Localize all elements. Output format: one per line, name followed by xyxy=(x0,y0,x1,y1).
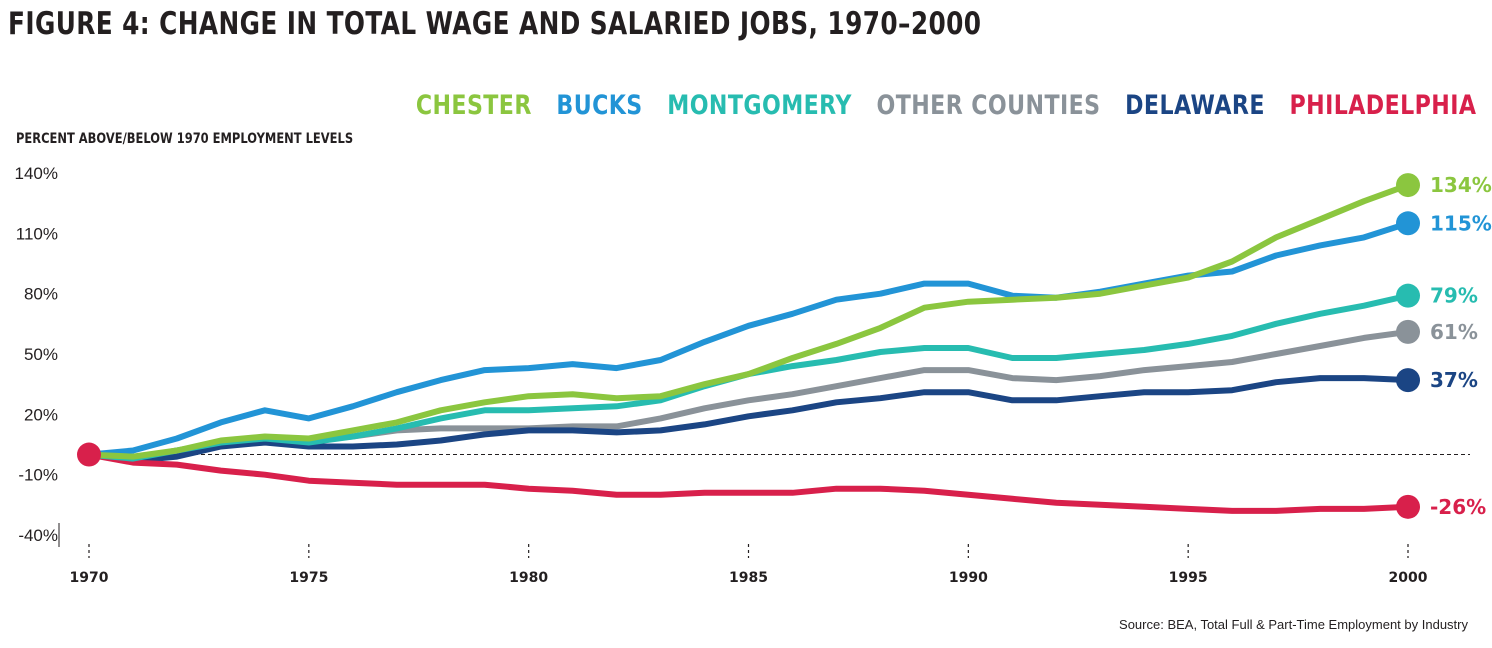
legend-item-delaware: DELAWARE xyxy=(1124,90,1265,121)
y-tick-label: -10% xyxy=(18,466,58,485)
legend-item-bucks: BUCKS xyxy=(555,90,643,121)
end-label-montgomery: 79% xyxy=(1430,284,1478,308)
legend-item-montgomery: MONTGOMERY xyxy=(666,90,852,121)
y-tick-label: -40% xyxy=(18,526,58,545)
source-note: Source: BEA, Total Full & Part-Time Empl… xyxy=(1119,617,1468,632)
y-tick-label: 20% xyxy=(24,405,58,424)
legend-item-philadelphia: PHILADELPHIA xyxy=(1289,90,1476,121)
series-line-chester xyxy=(86,182,1411,460)
series-line-delaware xyxy=(86,375,1411,464)
y-tick-label: 80% xyxy=(24,285,58,304)
end-marker-bucks xyxy=(1396,211,1420,236)
end-label-delaware: 37% xyxy=(1430,368,1478,392)
y-tick-label: 110% xyxy=(16,224,58,243)
end-marker-philadelphia xyxy=(1396,494,1420,519)
series-lines xyxy=(86,182,1411,514)
x-axis: 1970 1975 1980 1985 1990 1995 2000 xyxy=(70,544,1428,586)
x-tick-label: 1975 xyxy=(289,570,328,586)
end-label-chester: 134% xyxy=(1430,173,1492,197)
legend-item-other-counties: OTHER COUNTIES xyxy=(876,90,1101,121)
legend-item-chester: CHESTER xyxy=(415,90,532,121)
end-label-bucks: 115% xyxy=(1430,211,1492,235)
end-label-other-counties: 61% xyxy=(1430,320,1478,344)
x-tick-label: 2000 xyxy=(1389,570,1428,586)
y-axis: 140% 110% 80% 50% 20% -10% -40% xyxy=(15,164,60,547)
x-tick-label: 1995 xyxy=(1169,570,1208,586)
end-marker-montgomery xyxy=(1396,283,1420,308)
y-tick-label: 140% xyxy=(15,164,58,183)
end-label-philadelphia: -26% xyxy=(1430,495,1486,519)
end-marker-other-counties xyxy=(1396,319,1420,344)
y-axis-title: PERCENT ABOVE/BELOW 1970 EMPLOYMENT LEVE… xyxy=(16,131,354,147)
end-markers xyxy=(77,173,1420,519)
x-tick-label: 1985 xyxy=(729,570,768,586)
x-tick-label: 1990 xyxy=(949,570,988,586)
series-line-philadelphia xyxy=(86,451,1411,514)
end-marker-chester xyxy=(1396,173,1420,198)
end-labels: 61% 37% -26% 79% 115% 134% xyxy=(1430,173,1492,519)
chart-title: FIGURE 4: CHANGE IN TOTAL WAGE AND SALAR… xyxy=(8,6,982,42)
end-marker-delaware xyxy=(1396,368,1420,393)
x-tick-label: 1970 xyxy=(70,570,109,586)
legend: CHESTER BUCKS MONTGOMERY OTHER COUNTIES … xyxy=(415,90,1476,121)
start-marker xyxy=(77,442,101,467)
y-tick-label: 50% xyxy=(24,345,58,364)
x-tick-label: 1980 xyxy=(509,570,548,586)
